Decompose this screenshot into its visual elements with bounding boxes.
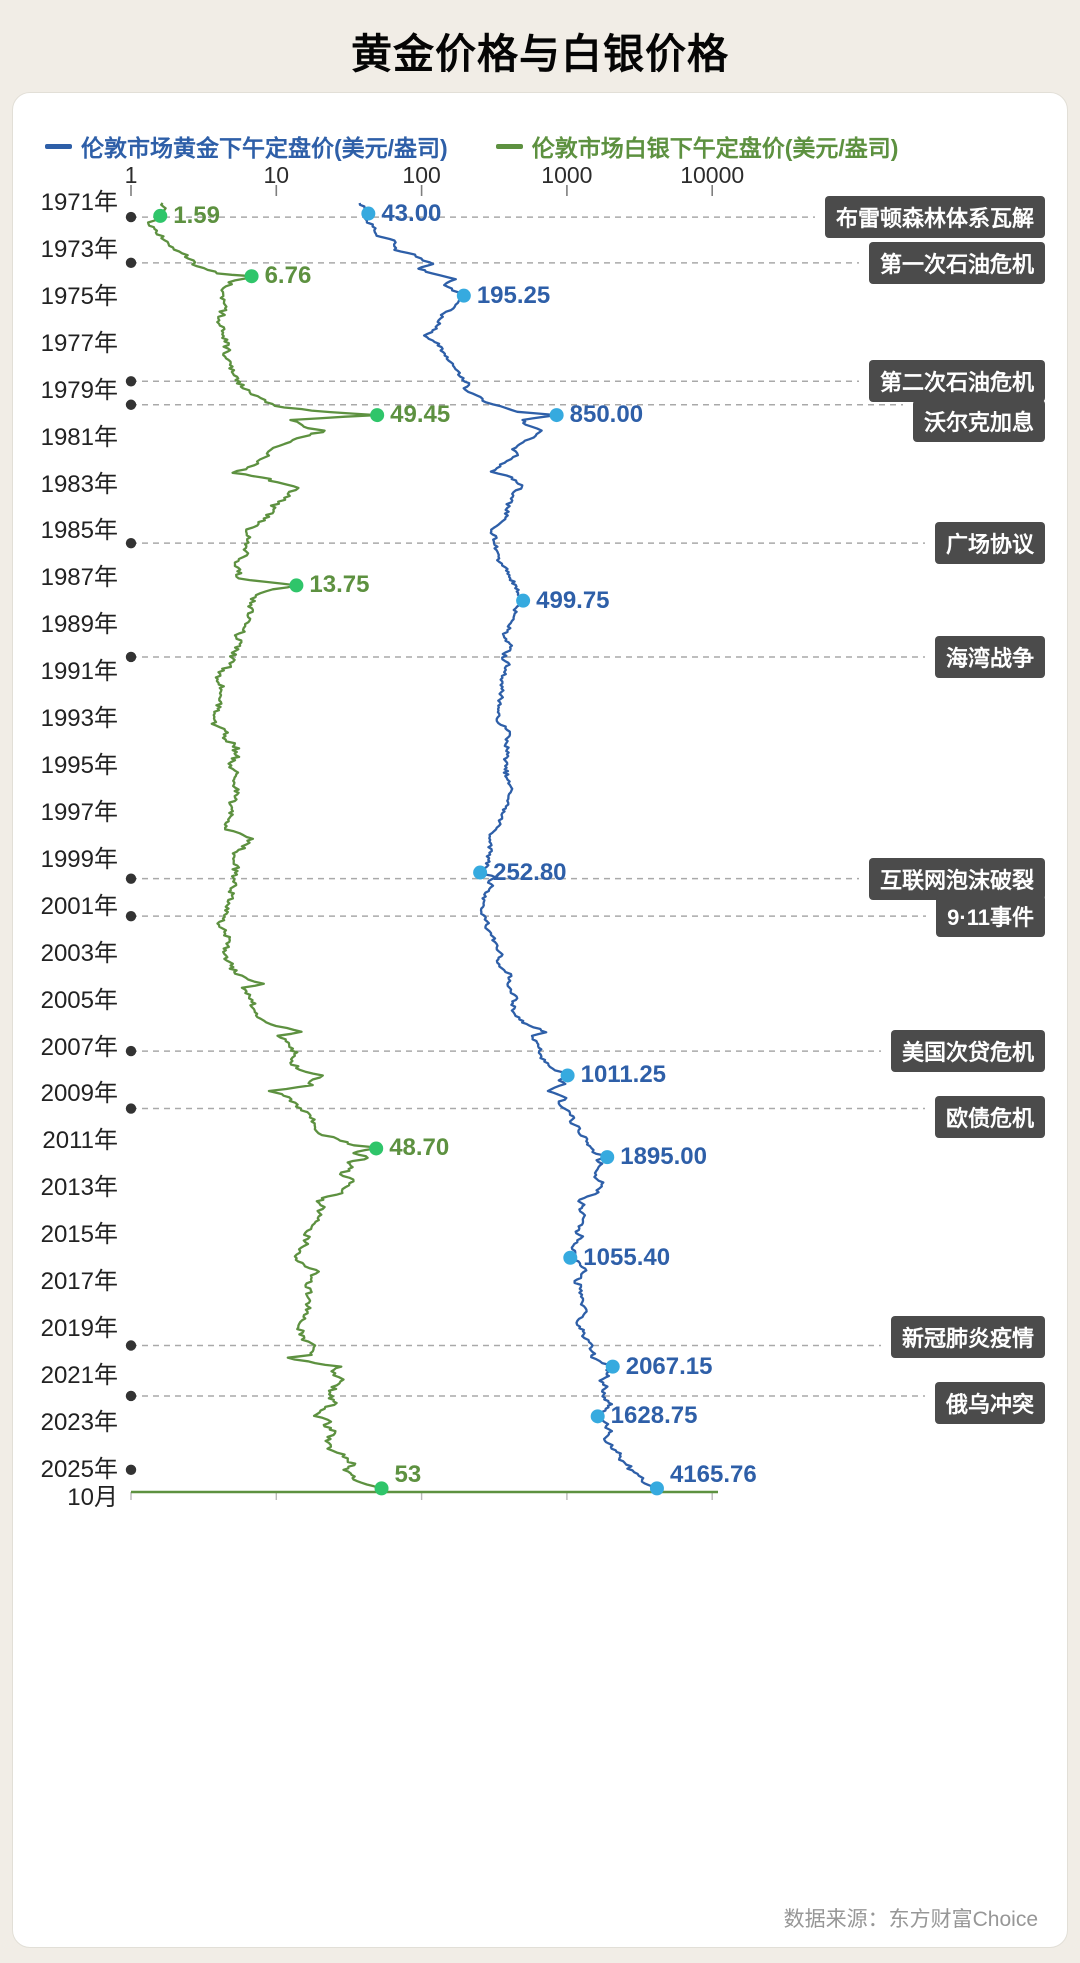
- event-axis-dot: [125, 873, 137, 884]
- silver-point-marker: [153, 208, 168, 223]
- data-source-note: 数据来源：东方财富Choice: [783, 1908, 1038, 1931]
- gold-point-marker: [456, 288, 471, 303]
- gold-point-marker: [560, 1068, 575, 1083]
- event-axis-dot: [125, 1340, 137, 1351]
- silver-point-marker: [370, 408, 385, 423]
- event-axis-dot: [125, 1045, 137, 1057]
- silver-point-marker: [374, 1481, 389, 1496]
- gold-point-marker: [516, 593, 531, 608]
- silver-price-line: [146, 202, 383, 1491]
- legend-item-silver: 伦敦市场白银下午定盘价(美元/盎司): [495, 129, 899, 163]
- event-axis-dot: [125, 910, 137, 922]
- silver-line-swatch: [495, 143, 523, 149]
- legend-item-gold: 伦敦市场黄金下午定盘价(美元/盎司): [45, 129, 448, 163]
- gold-price-line: [358, 202, 659, 1491]
- gold-point-marker: [605, 1359, 620, 1374]
- gold-point-marker: [549, 408, 564, 423]
- axis-dot: [125, 1464, 137, 1476]
- gold-point-marker: [361, 206, 376, 221]
- silver-legend-label: 伦敦市场白银下午定盘价(美元/盎司): [531, 135, 899, 161]
- gold-point-marker: [649, 1481, 664, 1496]
- gold-point-marker: [600, 1150, 615, 1165]
- silver-point-marker: [244, 269, 259, 284]
- gold-point-marker: [473, 865, 488, 880]
- page-title: 黄金价格与白银价格: [351, 31, 729, 77]
- chart-legend: 伦敦市场黄金下午定盘价(美元/盎司) 伦敦市场白银下午定盘价(美元/盎司): [45, 129, 1045, 163]
- event-axis-dot: [125, 376, 137, 387]
- gold-line-swatch: [45, 143, 72, 149]
- event-axis-dot: [125, 1390, 137, 1402]
- event-axis-dot: [125, 537, 137, 549]
- event-axis-dot: [125, 211, 137, 223]
- event-axis-dot: [125, 651, 137, 663]
- event-axis-dot: [125, 257, 137, 269]
- gold-point-marker: [563, 1250, 578, 1265]
- gold-point-marker: [590, 1409, 605, 1424]
- event-axis-dot: [125, 1103, 137, 1114]
- gold-legend-label: 伦敦市场黄金下午定盘价(美元/盎司): [81, 135, 448, 161]
- silver-point-marker: [369, 1141, 384, 1156]
- event-axis-dot: [125, 399, 137, 410]
- silver-point-marker: [289, 578, 304, 593]
